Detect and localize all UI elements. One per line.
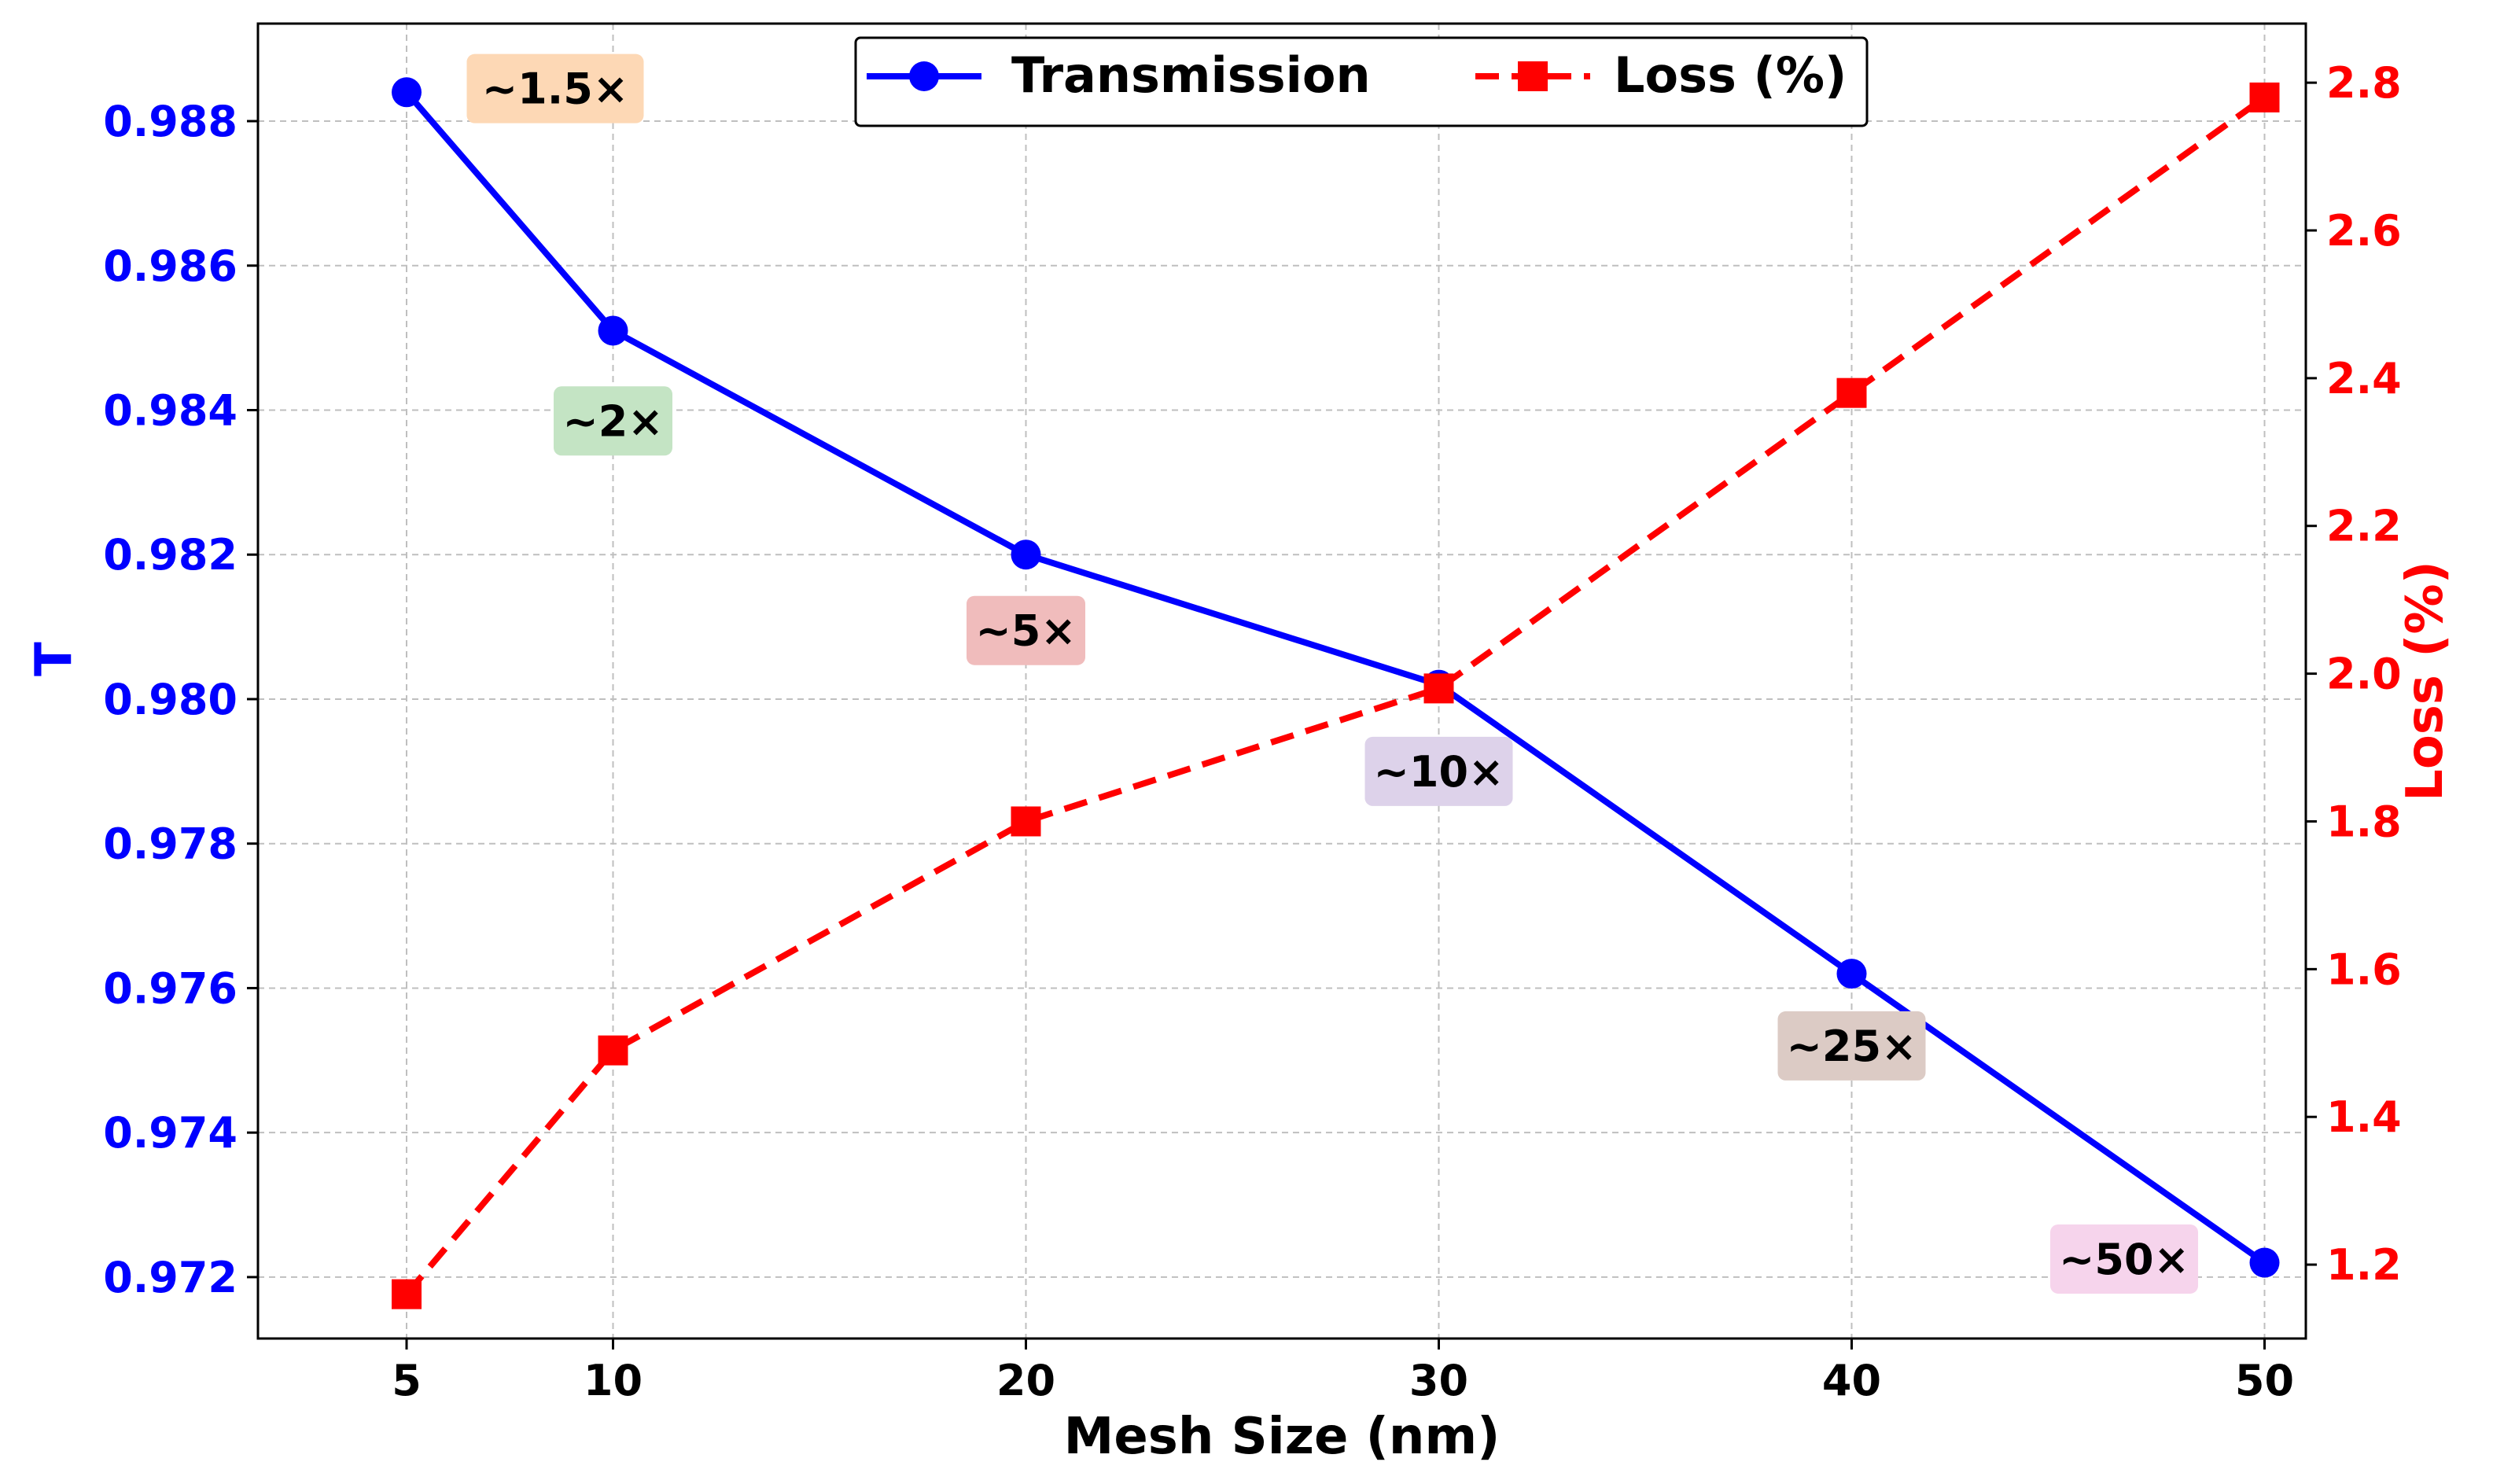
annotation-label: ~50× [2059,1235,2189,1284]
legend-transmission-marker [909,61,939,91]
left-axis: 0.972 0.974 0.976 0.978 0.980 0.982 0.984 0.986… [103,97,258,1302]
transmission-series-line [403,90,2267,1265]
loss-point [1836,377,1867,408]
annotations: ~1.5× ~2× ~5× ~10× ~25× ~50× [466,53,2198,1294]
left-tick-label: 0.984 [103,385,238,435]
left-tick-label: 0.972 [103,1253,238,1302]
annotation: ~5× [967,595,1085,665]
loss-point [598,1035,628,1066]
x-tick-label: 40 [1822,1356,1881,1405]
x-tick-label: 10 [584,1356,643,1405]
annotation-label: ~1.5× [482,64,628,114]
left-tick-label: 0.976 [103,963,238,1013]
legend: Transmission Loss (%) [854,36,1869,127]
x-axis: 5 10 20 30 40 50 [392,1339,2294,1405]
left-tick-label: 0.982 [103,530,238,580]
annotation-label: ~10× [1374,747,1504,797]
right-axis-label: Loss (%) [2396,561,2454,801]
x-tick-label: 50 [2235,1356,2294,1405]
transmission-point [1011,539,1041,570]
annotation-label: ~25× [1787,1022,1917,1071]
transmission-point [1836,959,1867,989]
loss-point [392,1279,422,1309]
legend-transmission-label: Transmission [1011,46,1371,104]
right-axis: 1.2 1.4 1.6 1.8 2.0 2.2 2.4 2.6 2.8 [2306,58,2402,1290]
right-tick-label: 2.2 [2326,502,2402,551]
axes-frame [256,22,2307,1340]
x-tick-label: 20 [996,1356,1055,1405]
annotation-box [1777,1011,1926,1081]
annotation-box [967,595,1085,665]
annotation-box [1364,736,1513,806]
transmission-point [598,315,628,346]
annotation-label: ~5× [975,606,1076,656]
loss-point [2249,82,2280,112]
left-tick-label: 0.974 [103,1108,238,1158]
loss-point [1011,806,1041,837]
legend-loss-marker [1518,61,1548,91]
left-tick-label: 0.978 [103,819,238,869]
loss-series-line [403,94,2267,1297]
annotation: ~25× [1777,1011,1926,1081]
right-tick-label: 2.4 [2326,354,2402,403]
x-tick-label: 30 [1409,1356,1468,1405]
legend-loss-label: Loss (%) [1614,46,1847,104]
transmission-point [2249,1247,2280,1278]
legend-box [854,36,1869,127]
right-tick-label: 2.8 [2326,58,2402,108]
annotation-box [554,386,672,456]
x-tick-label: 5 [392,1356,422,1405]
right-tick-label: 1.2 [2326,1240,2402,1290]
annotation-box [2050,1224,2198,1294]
annotation: ~10× [1364,736,1513,806]
annotation: ~2× [554,386,672,456]
left-tick-label: 0.988 [103,97,238,146]
left-axis-label: T [25,642,83,676]
right-tick-label: 1.4 [2326,1092,2402,1142]
right-tick-label: 2.0 [2326,650,2402,699]
annotation: ~50× [2050,1224,2198,1294]
annotation: ~1.5× [466,53,644,123]
right-tick-label: 1.6 [2326,945,2402,994]
left-tick-label: 0.986 [103,241,238,291]
plot-area [392,77,2280,1309]
annotation-box [466,53,644,123]
right-tick-label: 2.6 [2326,206,2402,256]
grid [258,24,2306,1339]
right-tick-label: 1.8 [2326,797,2402,846]
left-tick-label: 0.980 [103,675,238,724]
loss-point [1423,673,1454,704]
annotation-label: ~2× [562,396,663,446]
x-axis-label: Mesh Size (nm) [1064,1408,1501,1466]
transmission-point [392,77,422,108]
